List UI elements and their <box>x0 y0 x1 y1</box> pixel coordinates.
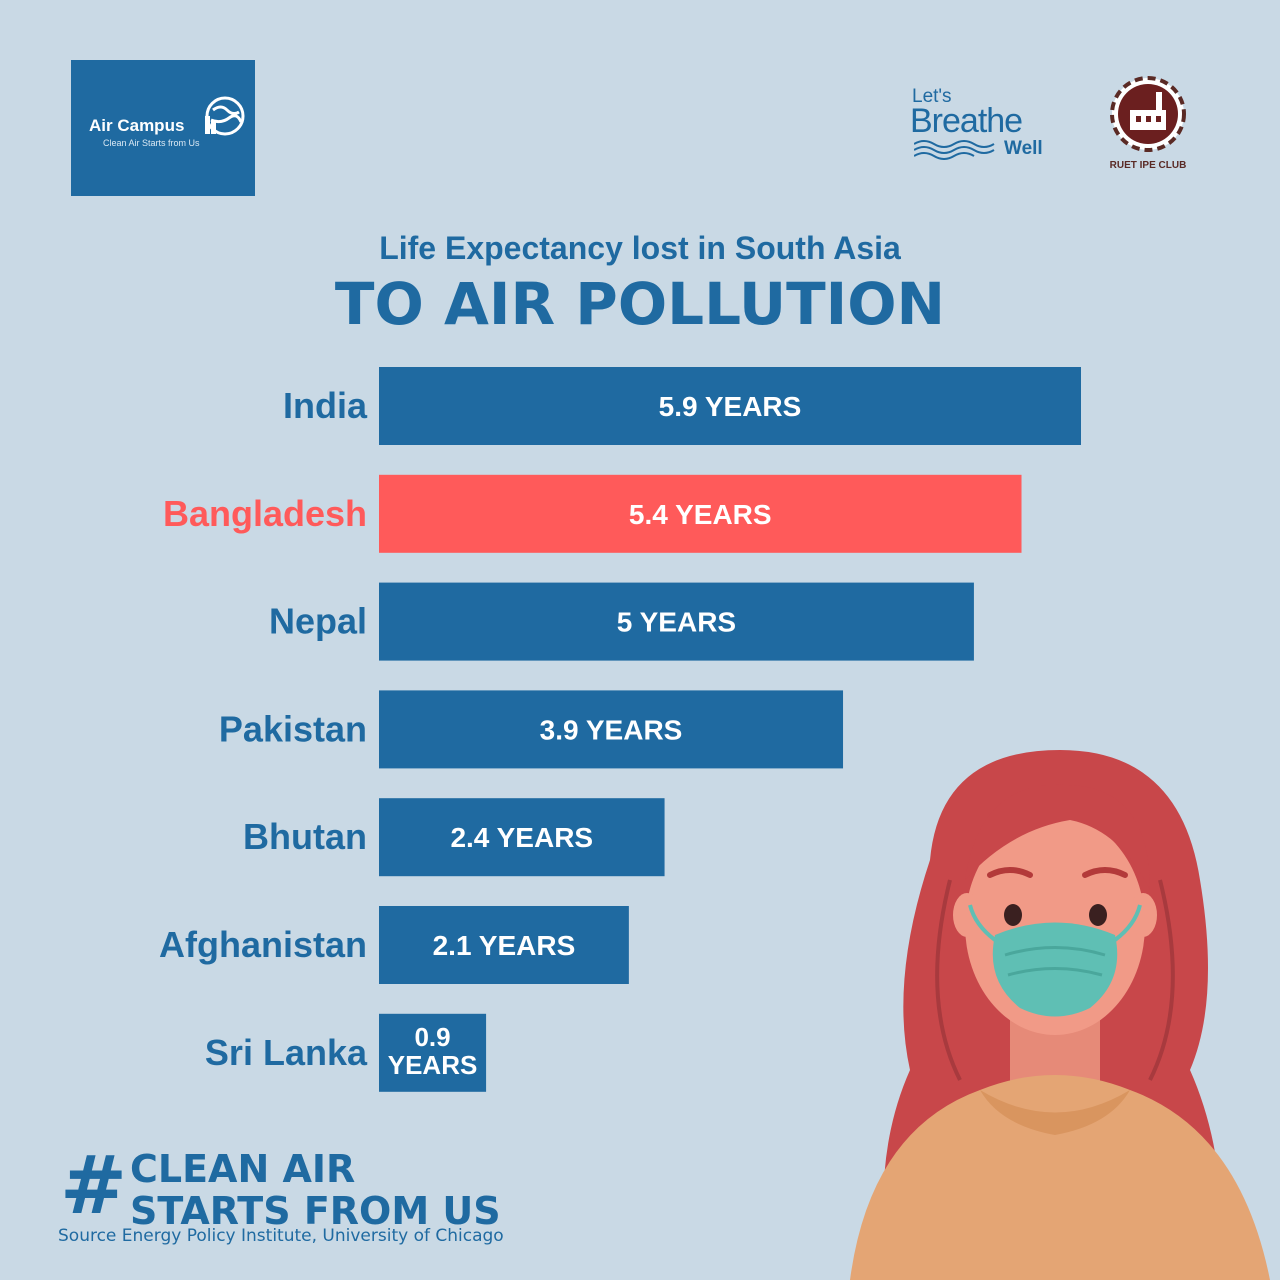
data-label: 5.4 YEARS <box>629 499 772 530</box>
breathe-logo-word: Breathe <box>910 102 1023 140</box>
wave-icon <box>914 140 995 160</box>
gear-factory-icon <box>1110 76 1186 152</box>
data-label: 5.9 YEARS <box>659 391 802 422</box>
category-label: Nepal <box>269 601 367 642</box>
category-label: Bhutan <box>243 816 367 857</box>
breathe-logo-well: Well <box>1004 138 1043 159</box>
data-label: 5 YEARS <box>617 607 736 638</box>
ruet-label: RUET IPE CLUB <box>1109 160 1187 171</box>
category-label: Sri Lanka <box>205 1032 368 1073</box>
bar-sri-lanka <box>379 1013 487 1092</box>
bar-india <box>379 367 1081 445</box>
breathe-logo-lets: Let's <box>912 86 952 107</box>
category-label: Pakistan <box>219 708 367 749</box>
chart-title: TO AIR POLLUTION <box>334 270 946 338</box>
hashtag-line-2: STARTS FROM US <box>130 1189 501 1233</box>
bar-bhutan <box>379 798 665 877</box>
category-label: India <box>283 385 368 426</box>
hashtag-line-1: CLEAN AIR <box>130 1147 356 1191</box>
lets-breathe-well-logo: Let's Breathe Well <box>908 86 1068 166</box>
chart-subtitle: Life Expectancy lost in South Asia <box>379 230 901 266</box>
data-label: 0.9 YEARS <box>388 1022 478 1080</box>
source-note: Source Energy Policy Institute, Universi… <box>58 1226 504 1246</box>
ruet-ipe-club-logo: RUET IPE CLUB <box>1100 72 1196 180</box>
data-label: 3.9 YEARS <box>540 714 683 745</box>
hashtag-symbol: # <box>60 1139 128 1232</box>
bar-nepal <box>379 582 974 661</box>
bar-afghanistan <box>379 906 629 984</box>
air-campus-tagline: Clean Air Starts from Us <box>103 138 200 148</box>
masked-woman-illustration <box>850 750 1270 1280</box>
data-label: 2.4 YEARS <box>450 822 593 853</box>
bar-bangladesh <box>379 474 1022 553</box>
globe-icon <box>205 96 245 136</box>
data-label: 2.1 YEARS <box>433 930 576 961</box>
category-label: Afghanistan <box>159 924 367 965</box>
bar-pakistan <box>379 690 844 769</box>
air-campus-name: Air Campus <box>89 116 185 135</box>
category-label: Bangladesh <box>163 493 367 534</box>
air-campus-logo: Air Campus Clean Air Starts from Us <box>71 60 255 196</box>
